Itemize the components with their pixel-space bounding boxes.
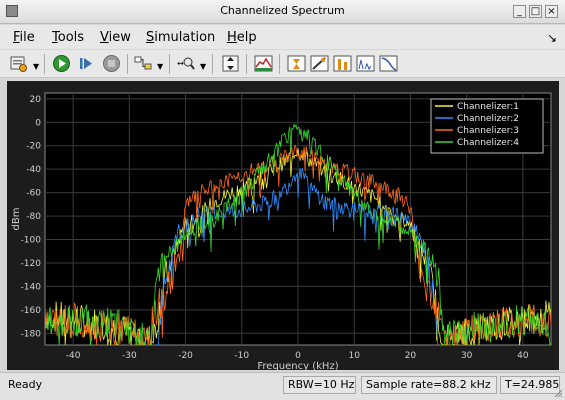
run-icon[interactable] — [52, 54, 71, 73]
menu-view[interactable]: View — [100, 30, 131, 45]
status-sample-rate: Sample rate=88.2 kHz — [361, 376, 497, 394]
x-tick-label: -10 — [234, 351, 249, 361]
toolbar: ▼ ▼ ↔ ▼ — [0, 50, 565, 78]
maximize-button[interactable]: □ — [529, 5, 542, 18]
y-tick-label: -140 — [21, 282, 42, 292]
spectrum-plot: -40 -30 -20 -10 0 10 20 30 40 20 0 -20 -40 -60 -80 -100… — [7, 81, 559, 372]
highlight-blocks-icon[interactable] — [134, 54, 153, 73]
menu-bar: File Tools View Simulation Help ↘ — [0, 25, 565, 49]
y-tick-label: -120 — [21, 259, 42, 269]
step-forward-icon[interactable] — [77, 54, 96, 73]
title-bar: Channelized Spectrum _ □ × — [0, 0, 565, 24]
y-tick-label: -20 — [26, 142, 41, 152]
y-tick-label: -60 — [26, 189, 41, 199]
highlight-dropdown-icon[interactable]: ▼ — [157, 62, 164, 71]
spectrum-settings-icon[interactable] — [254, 54, 273, 73]
window-title: Channelized Spectrum — [220, 4, 345, 17]
menu-help[interactable]: Help — [227, 30, 257, 45]
legend-entry: Channelizer:2 — [457, 114, 519, 124]
x-tick-label: -20 — [178, 351, 193, 361]
status-rbw: RBW=10 Hz — [283, 376, 356, 394]
y-tick-label: 0 — [35, 118, 41, 128]
ccdf-icon[interactable] — [379, 54, 398, 73]
x-tick-label: 20 — [405, 351, 417, 361]
svg-text:↔: ↔ — [177, 59, 184, 68]
status-ready: Ready — [8, 378, 43, 391]
x-tick-label: -40 — [66, 351, 81, 361]
menu-file[interactable]: File — [13, 30, 35, 45]
legend-entry: Channelizer:1 — [457, 102, 519, 112]
y-axis-label: dBm — [11, 208, 22, 231]
stop-icon[interactable] — [102, 54, 121, 73]
x-tick-label: 40 — [517, 351, 529, 361]
minimize-button[interactable]: _ — [513, 5, 526, 18]
legend-entry: Channelizer:3 — [457, 126, 519, 136]
y-tick-label: -80 — [26, 212, 41, 222]
menu-simulation[interactable]: Simulation — [146, 30, 216, 45]
autoscale-icon[interactable] — [221, 54, 240, 73]
cursor-measurements-icon[interactable] — [287, 54, 306, 73]
zoom-dropdown-icon[interactable]: ▼ — [200, 62, 207, 71]
y-tick-label: -40 — [26, 165, 41, 175]
x-axis-label: Frequency (kHz) — [257, 361, 338, 370]
resize-grip-icon[interactable] — [554, 389, 563, 398]
dock-arrow-icon[interactable]: ↘ — [546, 31, 557, 45]
x-tick-label: -30 — [122, 351, 137, 361]
x-tick-label: 0 — [295, 351, 301, 361]
x-tick-label: 10 — [348, 351, 360, 361]
y-tick-label: -160 — [21, 306, 42, 316]
close-button[interactable]: × — [545, 5, 558, 18]
x-tick-label: 30 — [461, 351, 473, 361]
settings-dropdown-icon[interactable]: ▼ — [33, 62, 40, 71]
legend-entry: Channelizer:4 — [457, 138, 519, 148]
settings-icon[interactable] — [9, 54, 28, 73]
y-tick-label: 20 — [30, 95, 42, 105]
zoom-icon[interactable]: ↔ — [176, 54, 195, 73]
peak-finder-icon[interactable] — [333, 54, 352, 73]
series-line-1 — [45, 148, 551, 345]
spectrum-chart[interactable]: -40 -30 -20 -10 0 10 20 30 40200-20-40-60-80-100… — [7, 81, 559, 372]
menu-tools[interactable]: Tools — [52, 30, 85, 45]
series-line-3 — [45, 144, 551, 345]
series-line-4 — [45, 123, 551, 345]
y-tick-label: -180 — [21, 329, 42, 339]
channel-measurements-icon[interactable] — [310, 54, 329, 73]
legend-box — [430, 98, 544, 154]
status-time: T=24.985 — [500, 376, 560, 394]
distortion-measurements-icon[interactable] — [356, 54, 375, 73]
window-menu-icon[interactable] — [6, 5, 18, 17]
status-bar: Ready RBW=10 Hz Sample rate=88.2 kHz T=2… — [0, 372, 565, 400]
y-tick-label: -100 — [21, 236, 42, 246]
